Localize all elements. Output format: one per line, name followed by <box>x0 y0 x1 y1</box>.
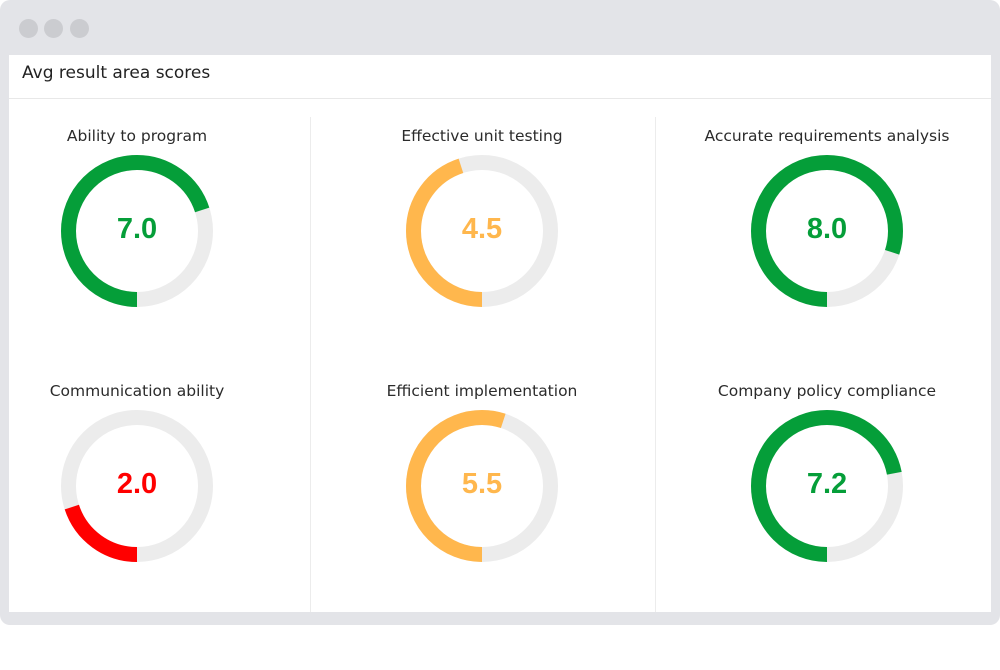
gauge: 2.0 <box>61 410 213 562</box>
window-control-minimize[interactable] <box>44 19 63 38</box>
gauge-value: 2.0 <box>116 468 158 500</box>
gauge-card: Communication ability 2.0 <box>0 382 302 632</box>
gauge-arc <box>751 155 903 307</box>
gauge: 8.0 <box>751 155 903 307</box>
divider <box>9 98 991 99</box>
gauge-card: Efficient implementation 5.5 <box>317 382 647 632</box>
browser-window: Avg result area scores Ability to progra… <box>0 0 1000 625</box>
window-control-close[interactable] <box>19 19 38 38</box>
gauge-value: 7.0 <box>116 213 158 245</box>
gauge-value: 4.5 <box>461 213 503 245</box>
gauge-arc <box>751 410 903 562</box>
gauge-card: Accurate requirements analysis 8.0 <box>662 127 992 377</box>
gauge-card: Ability to program 7.0 <box>0 127 302 377</box>
gauge-card: Effective unit testing 4.5 <box>317 127 647 377</box>
gauge-card: Company policy compliance 7.2 <box>662 382 992 632</box>
gauge-arc <box>61 155 213 307</box>
gauge: 7.0 <box>61 155 213 307</box>
gauge-arc <box>406 410 558 562</box>
gauge-arc <box>61 410 213 562</box>
panel-title: Avg result area scores <box>22 63 211 83</box>
gauge-title: Effective unit testing <box>401 127 563 145</box>
gauge-value: 8.0 <box>806 213 848 245</box>
window-control-maximize[interactable] <box>70 19 89 38</box>
gauge: 4.5 <box>406 155 558 307</box>
gauge-value: 5.5 <box>461 468 503 500</box>
gauge-title: Communication ability <box>49 382 225 400</box>
gauge-title: Company policy compliance <box>717 382 937 400</box>
column-divider <box>310 117 311 612</box>
gauge: 5.5 <box>406 410 558 562</box>
gauge-arc <box>406 155 558 307</box>
scores-panel: Avg result area scores Ability to progra… <box>9 55 991 612</box>
gauge-title: Efficient implementation <box>386 382 578 400</box>
gauge-title: Ability to program <box>66 127 208 145</box>
gauge-title: Accurate requirements analysis <box>704 127 950 145</box>
column-divider <box>655 117 656 612</box>
gauge-value: 7.2 <box>806 468 848 500</box>
gauge: 7.2 <box>751 410 903 562</box>
